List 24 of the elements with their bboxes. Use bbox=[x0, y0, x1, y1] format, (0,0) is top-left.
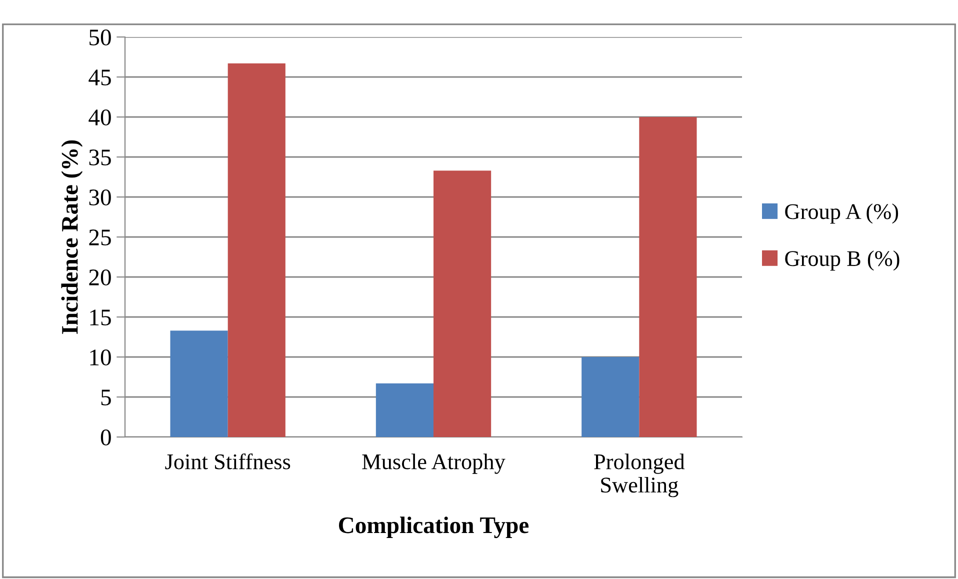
y-tick-label: 10 bbox=[90, 349, 111, 366]
y-tick-label: 25 bbox=[89, 230, 111, 246]
y-tick-label: 35 bbox=[89, 150, 111, 166]
y-tick-label: 0 bbox=[100, 429, 111, 446]
y-axis-title: Incidence Rate (%) bbox=[61, 140, 83, 334]
bar bbox=[639, 117, 697, 437]
x-axis-title: Complication Type bbox=[338, 516, 529, 538]
legend-label: Group B (%) bbox=[785, 250, 900, 271]
bar bbox=[228, 63, 286, 437]
y-tick-label: 45 bbox=[88, 70, 111, 86]
y-tick-label: 5 bbox=[101, 390, 111, 406]
bar bbox=[582, 357, 640, 437]
x-tick-label: Prolonged Swelling bbox=[594, 454, 685, 498]
bar bbox=[434, 170, 492, 437]
bar bbox=[376, 383, 434, 437]
y-tick-label: 30 bbox=[89, 189, 111, 206]
y-tick-label: 40 bbox=[88, 109, 111, 126]
bar bbox=[170, 330, 228, 437]
y-tick-label: 50 bbox=[90, 29, 111, 46]
x-tick-label: Muscle Atrophy bbox=[362, 454, 506, 474]
x-tick-label: Joint Stiffness bbox=[165, 453, 290, 470]
y-tick-label: 15 bbox=[90, 310, 111, 326]
legend-label: Group A (%) bbox=[785, 204, 898, 224]
y-tick-label: 20 bbox=[89, 269, 111, 286]
